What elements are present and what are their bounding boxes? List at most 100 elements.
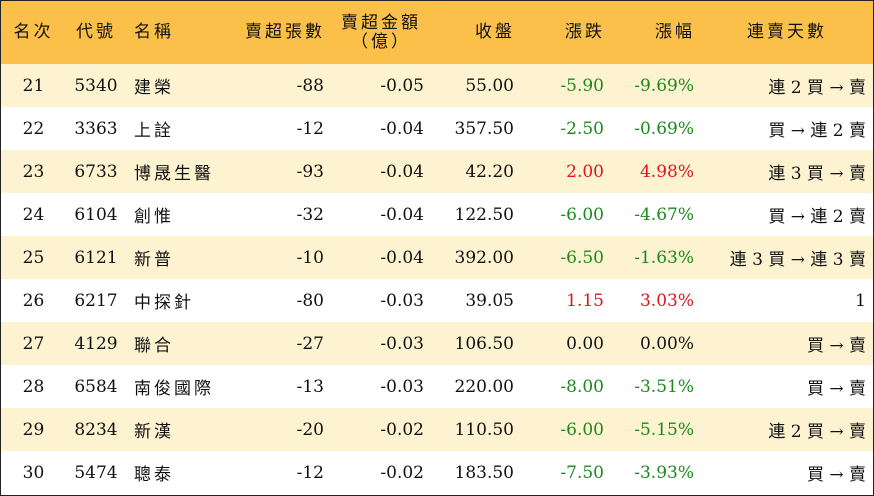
- header-name: 名稱: [134, 22, 174, 42]
- change-pct-cell: -0.69%: [634, 118, 694, 139]
- close-price-cell: 55.00: [465, 75, 514, 96]
- name-cell: 新普: [134, 250, 174, 270]
- change-pct-cell: -9.69%: [634, 75, 694, 96]
- change-cell: -6.00: [560, 204, 604, 225]
- change-cell: -8.00: [560, 376, 604, 397]
- change-cell: -6.50: [560, 247, 604, 268]
- net-sell-lots-cell: -27: [296, 333, 324, 354]
- rank-cell: 24: [22, 204, 45, 225]
- code-cell: 6121: [74, 247, 118, 268]
- rank-cell: 21: [22, 75, 45, 96]
- streak-cell: 連 2 買 → 賣: [768, 422, 866, 442]
- code-cell: 4129: [74, 333, 118, 354]
- rank-cell: 30: [22, 462, 45, 483]
- change-cell: 1.15: [566, 290, 604, 311]
- table-row: 26 6217 中探針 -80 -0.03 39.05 1.15 3.03% 1: [1, 279, 873, 322]
- net-sell-amount-cell: -0.03: [380, 333, 424, 354]
- name-cell: 聰泰: [134, 465, 174, 485]
- streak-cell: 連 2 買 → 賣: [768, 78, 866, 98]
- code-cell: 5474: [74, 462, 118, 483]
- header-change-pct: 漲幅: [655, 22, 695, 42]
- code-cell: 8234: [74, 419, 118, 440]
- table-row: 22 3363 上詮 -12 -0.04 357.50 -2.50 -0.69% 買 → 連 2…: [1, 107, 873, 150]
- streak-cell: 連 3 買 → 連 3 賣: [729, 250, 866, 270]
- code-cell: 6104: [74, 204, 118, 225]
- net-sell-amount-cell: -0.04: [380, 118, 424, 139]
- change-pct-cell: -3.93%: [634, 462, 694, 483]
- table-row: 29 8234 新漢 -20 -0.02 110.50 -6.00 -5.15% 連 2 買 →…: [1, 408, 873, 451]
- name-cell: 新漢: [134, 422, 174, 442]
- change-pct-cell: -3.51%: [634, 376, 694, 397]
- code-cell: 6217: [74, 290, 118, 311]
- change-pct-cell: -5.15%: [634, 419, 694, 440]
- net-sell-amount-cell: -0.02: [380, 419, 424, 440]
- net-sell-amount-cell: -0.04: [380, 204, 424, 225]
- rank-cell: 22: [22, 118, 45, 139]
- table-row: 24 6104 創惟 -32 -0.04 122.50 -6.00 -4.67% 買 → 連 2…: [1, 193, 873, 236]
- table-row: 27 4129 聯合 -27 -0.03 106.50 0.00 0.00% 買 → 賣: [1, 322, 873, 365]
- name-cell: 南俊國際: [134, 379, 214, 399]
- change-cell: -6.00: [560, 419, 604, 440]
- name-cell: 博晟生醫: [134, 164, 214, 184]
- header-code: 代號: [76, 22, 116, 42]
- name-cell: 建榮: [134, 78, 174, 98]
- change-cell: 2.00: [566, 161, 604, 182]
- header-net-sell-amount: 賣超金額 （億）: [331, 1, 431, 64]
- streak-cell: 買 → 賣: [806, 465, 866, 485]
- net-sell-lots-cell: -10: [296, 247, 324, 268]
- header-net-sell-amount-line2: （億）: [351, 31, 411, 52]
- rank-cell: 27: [22, 333, 45, 354]
- streak-cell: 買 → 賣: [806, 379, 866, 399]
- net-sell-lots-cell: -32: [296, 204, 324, 225]
- change-pct-cell: 4.98%: [639, 161, 694, 182]
- change-pct-cell: -4.67%: [634, 204, 694, 225]
- net-sell-amount-cell: -0.04: [380, 161, 424, 182]
- net-sell-amount-cell: -0.03: [380, 376, 424, 397]
- rank-cell: 23: [22, 161, 45, 182]
- close-price-cell: 122.50: [454, 204, 514, 225]
- header-net-sell-lots: 賣超張數: [245, 22, 325, 42]
- header-streak: 連賣天數: [747, 22, 827, 42]
- net-sell-amount-cell: -0.05: [380, 75, 424, 96]
- net-sell-lots-cell: -88: [296, 75, 324, 96]
- net-sell-amount-cell: -0.04: [380, 247, 424, 268]
- net-sell-lots-cell: -93: [296, 161, 324, 182]
- header-close: 收盤: [475, 22, 515, 42]
- close-price-cell: 183.50: [454, 462, 514, 483]
- net-sell-amount-cell: -0.03: [380, 290, 424, 311]
- streak-cell: 買 → 連 2 賣: [768, 121, 866, 141]
- close-price-cell: 106.50: [454, 333, 514, 354]
- table-row: 28 6584 南俊國際 -13 -0.03 220.00 -8.00 -3.51% 買 → 賣: [1, 365, 873, 408]
- close-price-cell: 42.20: [465, 161, 514, 182]
- header-net-sell-amount-line1: 賣超金額: [341, 12, 421, 33]
- rank-cell: 25: [22, 247, 45, 268]
- streak-cell: 1: [855, 290, 866, 311]
- close-price-cell: 357.50: [454, 118, 514, 139]
- header-row: 名次 代號 名稱 賣超張數 賣超金額 （億） 收盤 漲跌 漲幅 連賣天數: [1, 1, 873, 64]
- streak-cell: 連 3 買 → 賣: [768, 164, 866, 184]
- net-sell-lots-cell: -12: [296, 118, 324, 139]
- code-cell: 3363: [74, 118, 118, 139]
- table-row: 25 6121 新普 -10 -0.04 392.00 -6.50 -1.63% 連 3 買 →…: [1, 236, 873, 279]
- net-sell-lots-cell: -80: [296, 290, 324, 311]
- net-sell-lots-cell: -20: [296, 419, 324, 440]
- name-cell: 聯合: [134, 336, 174, 356]
- table-row: 23 6733 博晟生醫 -93 -0.04 42.20 2.00 4.98% 連 3 買 → …: [1, 150, 873, 193]
- change-cell: -2.50: [560, 118, 604, 139]
- rank-cell: 29: [22, 419, 45, 440]
- code-cell: 6733: [74, 161, 118, 182]
- name-cell: 創惟: [134, 207, 174, 227]
- change-cell: -7.50: [560, 462, 604, 483]
- streak-cell: 買 → 賣: [806, 336, 866, 356]
- change-cell: 0.00: [566, 333, 604, 354]
- name-cell: 中探針: [134, 293, 194, 313]
- change-cell: -5.90: [560, 75, 604, 96]
- table-row: 21 5340 建榮 -88 -0.05 55.00 -5.90 -9.69% 連 2 買 → …: [1, 64, 873, 107]
- table-row: 30 5474 聰泰 -12 -0.02 183.50 -7.50 -3.93% 買 → 賣: [1, 451, 873, 494]
- net-sell-lots-cell: -12: [296, 462, 324, 483]
- streak-cell: 買 → 連 2 賣: [768, 207, 866, 227]
- header-rank: 名次: [13, 22, 54, 42]
- change-pct-cell: 0.00%: [639, 333, 694, 354]
- rank-cell: 26: [22, 290, 45, 311]
